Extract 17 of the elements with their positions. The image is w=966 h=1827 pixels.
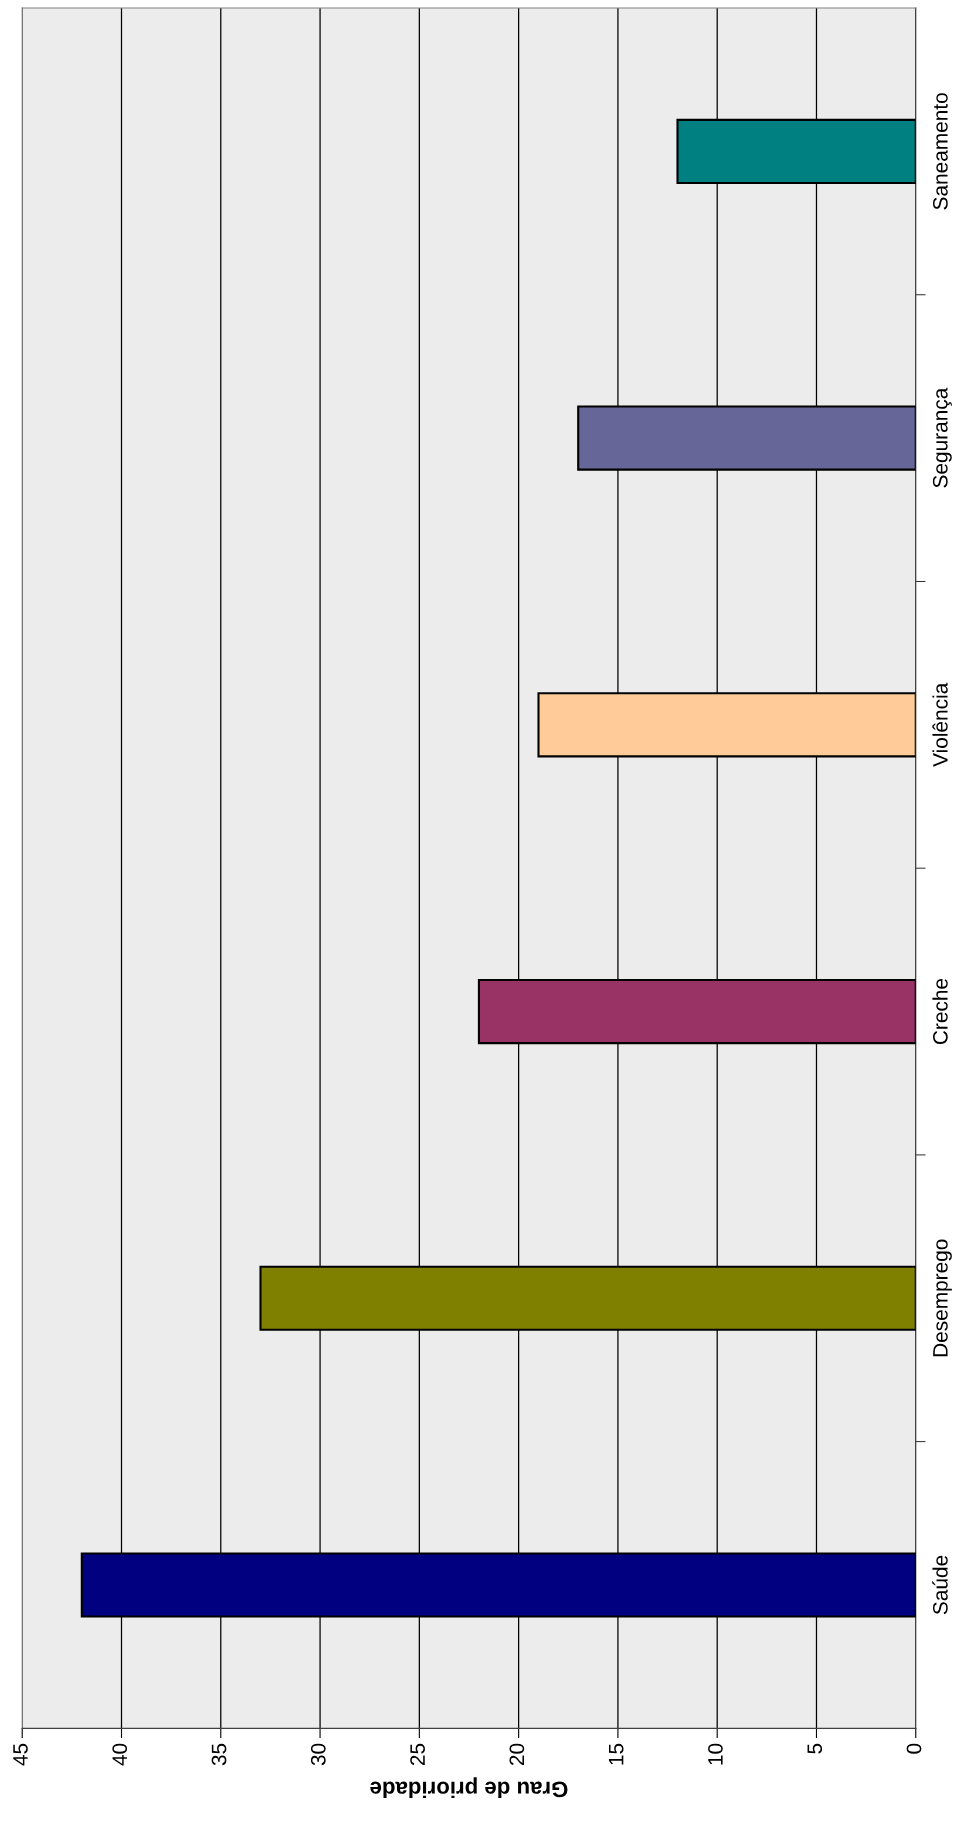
y-tick-label: Saneamento: [932, 93, 948, 210]
x-tick-label: 45: [13, 1743, 28, 1766]
y-tick-label: Segurança: [932, 387, 952, 488]
x-tick-label: 30: [310, 1743, 326, 1766]
y-tick-label: Desemprego: [933, 1239, 952, 1357]
y-tick-label: Violência: [932, 682, 948, 767]
x-tick-label: 5: [807, 1743, 823, 1754]
x-tick-label: 20: [509, 1743, 525, 1766]
y-tick-label: Saúde: [932, 1555, 948, 1615]
x-tick-label: 25: [410, 1743, 425, 1766]
x-tick-label: 0: [906, 1743, 922, 1754]
x-axis-title: Grau de prioridade: [370, 1777, 568, 1798]
x-tick-label: 35: [211, 1743, 227, 1766]
y-tick-label: Creche: [932, 978, 948, 1045]
x-tick-label: 10: [708, 1743, 723, 1765]
x-tick-label: 40: [112, 1743, 128, 1766]
x-tick-label: 15: [608, 1743, 624, 1765]
